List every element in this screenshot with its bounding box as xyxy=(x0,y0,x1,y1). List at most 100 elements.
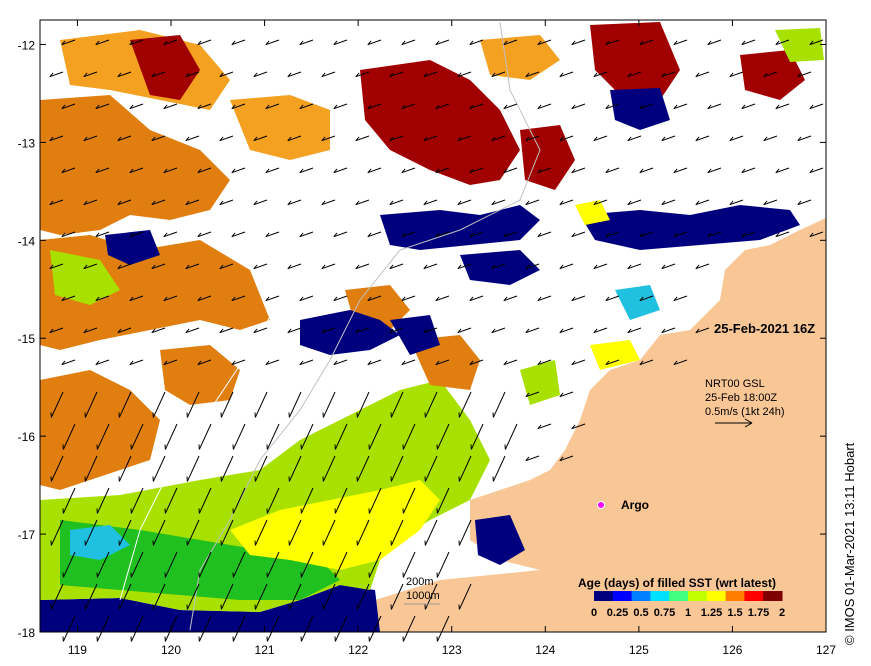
current-arrowhead xyxy=(571,296,576,302)
current-arrow xyxy=(695,199,710,206)
navy-patch-e1 xyxy=(580,205,800,250)
lon-tick-label: 127 xyxy=(816,643,836,657)
current-arrow xyxy=(50,583,64,610)
current-arrow xyxy=(117,263,132,270)
current-arrowhead xyxy=(253,264,258,270)
current-arrow xyxy=(627,135,642,142)
current-arrowhead xyxy=(197,104,202,110)
current-arrowhead xyxy=(797,136,802,142)
current-arrowhead xyxy=(231,40,236,46)
current-arrowhead xyxy=(151,136,156,142)
current-arrow xyxy=(83,327,98,334)
current-arrow xyxy=(402,487,416,514)
current-arrow xyxy=(775,103,790,110)
current-arrow xyxy=(83,71,98,78)
current-arrow xyxy=(525,135,540,142)
current-arrowhead xyxy=(253,72,258,78)
current-arrowhead xyxy=(435,232,440,238)
current-arrowhead xyxy=(61,104,66,110)
current-arrowhead xyxy=(423,328,428,334)
current-arrow xyxy=(763,135,778,142)
current-arrowhead xyxy=(491,72,496,78)
dark-red-patch-n5 xyxy=(520,125,575,190)
current-arrowhead xyxy=(435,40,440,46)
navy-patch-s xyxy=(475,515,525,565)
current-arrow xyxy=(288,391,302,418)
current-arrow xyxy=(775,231,790,238)
current-arrowhead xyxy=(61,40,66,46)
current-legend-arrow xyxy=(715,418,753,428)
current-arrow xyxy=(423,71,438,78)
current-arrowhead xyxy=(593,328,598,334)
lon-tick-label: 123 xyxy=(442,643,462,657)
current-arrow xyxy=(49,199,64,206)
current-arrow xyxy=(593,135,608,142)
current-arrowhead xyxy=(265,40,270,46)
current-arrowhead xyxy=(151,328,156,334)
sst-data-patches xyxy=(40,22,826,632)
current-arrowhead xyxy=(673,296,678,302)
current-arrowhead xyxy=(151,264,156,270)
current-arrowhead xyxy=(593,136,598,142)
current-arrowhead xyxy=(265,232,270,238)
bathymetry-contours xyxy=(119,21,541,631)
current-arrow xyxy=(368,615,382,642)
current-arrow xyxy=(423,135,438,142)
current-arrowhead xyxy=(639,232,644,238)
current-arrow xyxy=(197,167,212,174)
current-arrow xyxy=(232,615,246,642)
current-arrowhead xyxy=(61,360,66,366)
current-arrow xyxy=(537,231,552,238)
current-arrow xyxy=(571,295,586,302)
current-arrow xyxy=(265,231,280,238)
current-arrow xyxy=(525,199,540,206)
current-arrowhead xyxy=(571,104,576,110)
current-arrowhead xyxy=(559,392,564,398)
current-arrow xyxy=(503,295,518,302)
current-arrowhead xyxy=(253,200,258,206)
current-arrow xyxy=(605,167,620,174)
current-arrowhead xyxy=(367,104,372,110)
current-arrow xyxy=(266,423,280,450)
cyan-patch xyxy=(70,525,130,560)
current-arrow xyxy=(436,423,450,450)
current-arrowhead xyxy=(367,296,372,302)
current-arrow xyxy=(639,231,654,238)
current-arrow xyxy=(695,327,710,334)
current-arrow xyxy=(389,135,404,142)
current-arrow xyxy=(503,39,518,46)
current-arrow xyxy=(163,359,178,366)
colorbar-label: 1.75 xyxy=(748,607,769,619)
current-arrowhead xyxy=(763,136,768,142)
current-arrow xyxy=(322,455,336,482)
current-arrow xyxy=(130,487,144,514)
current-arrow xyxy=(402,551,416,578)
current-arrow xyxy=(763,71,778,78)
current-arrow xyxy=(367,103,382,110)
current-arrowhead xyxy=(673,232,678,238)
current-arrowhead xyxy=(809,40,814,46)
current-arrow xyxy=(809,231,824,238)
current-arrow xyxy=(673,103,688,110)
current-arrow xyxy=(220,519,234,546)
current-arrow xyxy=(333,359,348,366)
current-arrowhead xyxy=(763,72,768,78)
current-arrow xyxy=(355,327,370,334)
colorbar-label: 0 xyxy=(591,607,597,619)
current-arrow xyxy=(197,231,212,238)
current-arrow xyxy=(61,359,76,366)
current-arrowhead xyxy=(559,456,564,462)
current-arrowhead xyxy=(639,40,644,46)
current-arrow xyxy=(61,103,76,110)
current-arrowhead xyxy=(627,328,632,334)
colorbar-label: 1.5 xyxy=(727,607,742,619)
current-arrow xyxy=(537,423,552,430)
current-arrow xyxy=(197,359,212,366)
current-arrow xyxy=(401,103,416,110)
current-arrowhead xyxy=(469,104,474,110)
longitude-axis: 119 120 121 122 123 124 125 126 127 xyxy=(68,20,836,657)
lat-tick-label: -14 xyxy=(18,234,36,248)
current-arrow xyxy=(95,167,110,174)
colorbar-swatch xyxy=(631,591,651,601)
current-arrow xyxy=(424,519,438,546)
